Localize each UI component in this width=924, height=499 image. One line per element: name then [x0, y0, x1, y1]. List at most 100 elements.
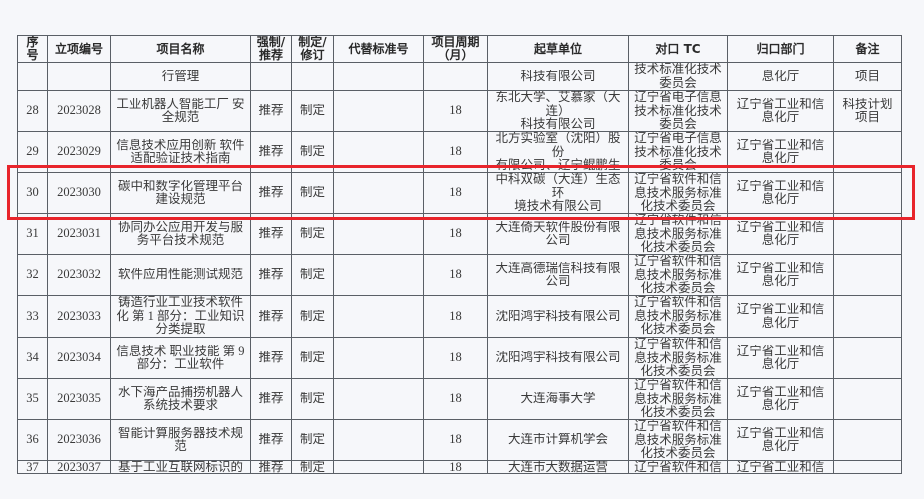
cell-text: 协同办公应用开发与服 务平台技术规范 — [117, 220, 243, 247]
cell-text: 制定 — [299, 104, 325, 118]
cell-text: 辽宁省软件和信 息技术服务标准 化技术委员会 — [634, 296, 722, 337]
header-project-id: 立项编号 — [47, 35, 111, 63]
cell-mandatory-recommended: 推荐 — [250, 295, 292, 338]
table-row: 32 2023032 软件应用性能测试规范 推荐 制定 18 大连高德瑞信科技有限 公司 辽宁… — [17, 254, 902, 296]
cell-text: 2023028 — [57, 104, 101, 118]
cell-drafting-unit: 大连市大数据运营 — [487, 460, 629, 474]
cell-new-revised: 制定 — [291, 378, 334, 420]
cell-project-name: 软件应用性能测试规范 — [110, 254, 251, 296]
table-row: 37 2023037 基于工业互联网标识的 推荐 制定 18 大连市大数据运营 辽宁省软件和信… — [17, 460, 902, 474]
table-body: 行管理 科技有限公司 技术标准化技术 委员会 息化厅 项目 28 2023028 工业机器人智… — [17, 62, 902, 474]
cell-mandatory-recommended: 推荐 — [250, 213, 292, 255]
cell-text: 18 — [449, 268, 462, 282]
cell-text: 行管理 — [161, 69, 200, 83]
cell-text: 辽宁省电子信息 技术标准化技术 委员会 — [634, 91, 722, 131]
cell-text: 东北大学、艾慕家（大连） 科技有限公司 — [495, 91, 621, 131]
cell-text: 18 — [449, 227, 462, 241]
cell-project-id: 2023035 — [47, 378, 111, 420]
cell-serial: 30 — [17, 172, 48, 214]
cell-replaced-standard — [333, 131, 424, 173]
cell-text: 辽宁省工业和信 息化厅 — [736, 426, 825, 453]
cell-text: 辽宁省软件和信 息技术服务标准 化技术委员会 — [634, 255, 722, 295]
cell-text: 智能计算服务器技术规范 — [117, 426, 243, 453]
cell-serial: 37 — [17, 460, 48, 474]
cell-replaced-standard — [333, 254, 424, 296]
cell-text: 辽宁省软件和信 息技术服务标准 化技术委员会 — [634, 173, 722, 213]
cell-text: 18 — [449, 145, 462, 159]
cell-counterpart-tc: 辽宁省软件和信 息技术服务标准 化技术委员会 — [628, 337, 728, 379]
cell-counterpart-tc: 辽宁省软件和信 息技术服务标准 化技术委员会 — [628, 378, 728, 420]
table-row: 行管理 科技有限公司 技术标准化技术 委员会 息化厅 项目 — [17, 62, 902, 91]
cell-text: 推荐 — [258, 186, 284, 200]
cell-competent-department: 辽宁省工业和信 息化厅 — [727, 131, 834, 173]
header-project-name: 项目名称 — [110, 35, 251, 63]
cell-drafting-unit: 大连市计算机学会 — [487, 419, 629, 461]
cell-drafting-unit: 大连倚天软件股份有限 公司 — [487, 213, 629, 255]
cell-remarks — [833, 213, 902, 255]
cell-replaced-standard — [333, 172, 424, 214]
cell-drafting-unit: 中科双碳（大连）生态环 境技术有限公司 — [487, 172, 629, 214]
cell-text: 33 — [26, 309, 39, 323]
cell-project-name: 智能计算服务器技术规范 — [110, 419, 251, 461]
header-period-months: 项目周期 （月） — [423, 35, 488, 63]
cell-project-name: 协同办公应用开发与服 务平台技术规范 — [110, 213, 251, 255]
cell-counterpart-tc: 辽宁省电子信息 技术标准化技术 委员会 — [628, 90, 728, 132]
cell-text: 中科双碳（大连）生态环 境技术有限公司 — [495, 173, 621, 213]
cell-text: 辽宁省软件和信 — [634, 461, 722, 473]
cell-replaced-standard — [333, 90, 424, 132]
cell-project-name: 水下海产品捕捞机器人 系统技术要求 — [110, 378, 251, 420]
header-replaced-standard: 代替标准号 — [333, 35, 424, 63]
cell-text: 辽宁省软件和信 息技术服务标准 化技术委员会 — [634, 338, 722, 378]
cell-remarks — [833, 254, 902, 296]
cell-text: 2023030 — [57, 186, 101, 200]
cell-new-revised: 制定 — [291, 172, 334, 214]
table-row: 30 2023030 碳中和数字化管理平台 建设规范 推荐 制定 18 中科双碳（大连）生态… — [17, 172, 902, 214]
cell-replaced-standard — [333, 62, 424, 91]
header-serial: 序 号 — [17, 35, 48, 63]
cell-text: 推荐 — [258, 104, 284, 118]
cell-project-id: 2023037 — [47, 460, 111, 474]
cell-text: 碳中和数字化管理平台 建设规范 — [117, 179, 243, 206]
cell-text: 软件应用性能测试规范 — [117, 268, 243, 282]
header-competent-department: 归口部门 — [727, 35, 834, 63]
cell-text: 2023034 — [57, 351, 101, 365]
cell-serial: 34 — [17, 337, 48, 379]
table-row: 34 2023034 信息技术 职业技能 第 9 部分：工业软件 推荐 制定 18 沈阳鸿宇… — [17, 337, 902, 379]
table-row: 33 2023033 铸造行业工业技术软件 化 第 1 部分：工业知识 分类提取 推荐… — [17, 295, 902, 338]
cell-text: 推荐 — [258, 351, 284, 365]
cell-drafting-unit: 大连高德瑞信科技有限 公司 — [487, 254, 629, 296]
standards-table: 序 号立项编号 项目名称 强制/ 推荐 制定/ 修订 代替标准号 项目周期 （月） 起草单位… — [17, 35, 902, 474]
cell-serial: 36 — [17, 419, 48, 461]
cell-text: 2023033 — [57, 309, 101, 323]
cell-text: 信息技术应用创新 软件 适配验证技术指南 — [116, 138, 245, 165]
table-row: 31 2023031 协同办公应用开发与服 务平台技术规范 推荐 制定 18 大连倚天软件股… — [17, 213, 902, 255]
cell-text: 18 — [449, 351, 462, 365]
cell-mandatory-recommended: 推荐 — [250, 172, 292, 214]
cell-period-months: 18 — [423, 90, 488, 132]
header-row: 序 号立项编号 项目名称 强制/ 推荐 制定/ 修订 代替标准号 项目周期 （月） 起草单位… — [17, 35, 902, 63]
cell-period-months: 18 — [423, 254, 488, 296]
cell-text: 制定 — [299, 186, 325, 200]
cell-competent-department: 辽宁省工业和信 息化厅 — [727, 213, 834, 255]
cell-replaced-standard — [333, 419, 424, 461]
cell-text: 28 — [26, 104, 39, 118]
cell-remarks: 项目 — [833, 62, 902, 91]
cell-text: 辽宁省工业和信 息化厅 — [736, 385, 825, 412]
cell-project-id: 2023033 — [47, 295, 111, 338]
cell-text: 辽宁省工业和信 息化厅 — [736, 261, 825, 288]
cell-text: 沈阳鸿宇科技有限公司 — [495, 351, 621, 365]
cell-replaced-standard — [333, 378, 424, 420]
cell-serial: 28 — [17, 90, 48, 132]
cell-competent-department: 辽宁省工业和信 — [727, 460, 834, 474]
cell-text: 大连市大数据运营 — [507, 461, 608, 473]
cell-text: 沈阳鸿宇科技有限公司 — [495, 309, 621, 323]
cell-mandatory-recommended: 推荐 — [250, 254, 292, 296]
cell-remarks — [833, 337, 902, 379]
cell-drafting-unit: 沈阳鸿宇科技有限公司 — [487, 295, 629, 338]
cell-drafting-unit: 北方实验室（沈阳）股份 有限公司、辽宁鲲鹏生态 创新中心有限公司 — [487, 131, 629, 173]
cell-new-revised: 制定 — [291, 419, 334, 461]
cell-project-name: 行管理 — [110, 62, 251, 91]
cell-remarks — [833, 295, 902, 338]
cell-competent-department: 辽宁省工业和信 息化厅 — [727, 90, 834, 132]
cell-text: 息化厅 — [761, 69, 800, 83]
